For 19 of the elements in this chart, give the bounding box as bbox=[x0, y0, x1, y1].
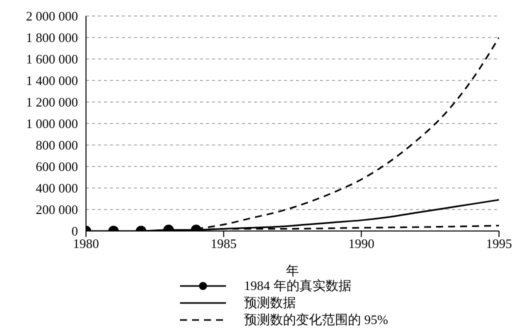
y-tick-label: 0 bbox=[72, 224, 78, 239]
y-tick-label: 1 200 000 bbox=[26, 94, 78, 110]
y-tick-label: 1 800 000 bbox=[26, 30, 78, 46]
y-tick-label: 1 600 000 bbox=[26, 52, 78, 67]
y-tick-label: 2 000 000 bbox=[26, 8, 78, 24]
legend-label: 预测数的变化范围的 95% bbox=[244, 310, 388, 328]
y-tick-label: 1 000 000 bbox=[26, 116, 78, 132]
y-tick-label: 1 400 000 bbox=[26, 73, 78, 88]
x-axis-title: 年 bbox=[286, 263, 299, 278]
x-tick-label: 1995 bbox=[486, 236, 512, 252]
y-tick-label: 400 000 bbox=[36, 180, 78, 196]
x-tick-label: 1990 bbox=[348, 236, 374, 252]
x-tick-label: 1985 bbox=[210, 236, 237, 252]
y-tick-label: 800 000 bbox=[36, 138, 78, 153]
legend-label: 1984 年的真实数据 bbox=[244, 276, 352, 294]
legend-label: 预测数据 bbox=[244, 294, 296, 312]
y-tick-label: 200 000 bbox=[36, 202, 78, 218]
y-tick-label: 600 000 bbox=[36, 159, 78, 174]
x-tick-label: 1980 bbox=[73, 236, 99, 252]
